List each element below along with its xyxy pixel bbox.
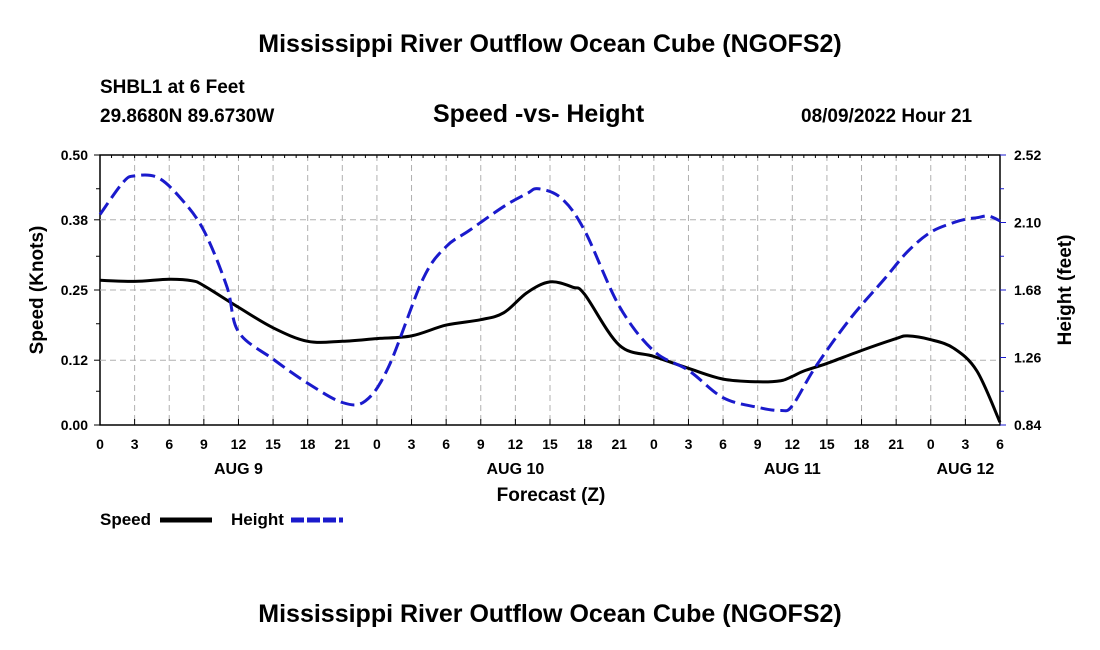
coords-label: 29.8680N 89.6730W xyxy=(100,106,275,127)
x-tick-label: 0 xyxy=(927,436,935,452)
x-tick-label: 9 xyxy=(754,436,762,452)
speed-height-chart: 0 3 6 9 12 15 18 21 0 3 6 9 12 15 18 21 0 3 6 9 12 15 18 21 0 3 60… xyxy=(27,147,1076,529)
x-tick-label: 18 xyxy=(854,436,870,452)
x-tick-label: 3 xyxy=(408,436,416,452)
x-tick-label: 15 xyxy=(265,436,281,452)
x-tick-label: 3 xyxy=(685,436,693,452)
footer-title: Mississippi River Outflow Ocean Cube (NG… xyxy=(258,600,842,628)
y-left-tick-label: 0.50 xyxy=(61,147,88,163)
x-tick-label: 3 xyxy=(961,436,969,452)
grid xyxy=(100,155,1000,425)
x-date-label: AUG 10 xyxy=(486,461,544,478)
series-lines xyxy=(98,173,1002,423)
x-tick-label: 21 xyxy=(611,436,627,452)
legend-speed-label: Speed xyxy=(100,510,151,529)
x-tick-label: 9 xyxy=(200,436,208,452)
speed-line xyxy=(99,277,1002,423)
y-axis-right-title: Height (feet) xyxy=(1055,235,1076,346)
y-right-tick-label: 2.52 xyxy=(1014,147,1041,163)
datetime-label: 08/09/2022 Hour 21 xyxy=(801,106,973,127)
x-axis-title: Forecast (Z) xyxy=(497,485,606,506)
y-right-tick-label: 0.84 xyxy=(1014,417,1041,433)
x-tick-label: 18 xyxy=(300,436,316,452)
x-date-label: AUG 11 xyxy=(764,461,821,478)
x-tick-label: 0 xyxy=(650,436,658,452)
y-right-tick-label: 1.68 xyxy=(1014,282,1041,298)
x-tick-label: 21 xyxy=(335,436,351,452)
x-date-label: AUG 12 xyxy=(936,461,994,478)
x-tick-label: 12 xyxy=(508,436,524,452)
axis-ticks: 0 3 6 9 12 15 18 21 0 3 6 9 12 15 18 21 0 3 6 9 12 15 18 21 0 3 60… xyxy=(61,147,1042,478)
y-left-tick-label: 0.12 xyxy=(61,352,88,368)
x-tick-label: 6 xyxy=(719,436,727,452)
chart-subtitle: Speed -vs- Height xyxy=(433,100,645,128)
y-axis-left-title: Speed (Knots) xyxy=(27,226,48,355)
x-tick-label: 6 xyxy=(165,436,173,452)
y-left-tick-label: 0.38 xyxy=(61,212,88,228)
x-tick-label: 9 xyxy=(477,436,485,452)
x-tick-label: 6 xyxy=(996,436,1004,452)
x-tick-label: 0 xyxy=(373,436,381,452)
station-label: SHBL1 at 6 Feet xyxy=(100,77,245,98)
x-tick-label: 21 xyxy=(888,436,904,452)
x-tick-label: 12 xyxy=(231,436,247,452)
height-line xyxy=(98,173,1001,413)
y-right-tick-label: 1.26 xyxy=(1014,350,1041,366)
x-tick-label: 3 xyxy=(131,436,139,452)
x-tick-label: 12 xyxy=(785,436,801,452)
x-tick-label: 18 xyxy=(577,436,593,452)
x-tick-label: 0 xyxy=(96,436,104,452)
y-right-tick-label: 2.10 xyxy=(1014,215,1041,231)
y-left-tick-label: 0.25 xyxy=(61,282,88,298)
legend-height-label: Height xyxy=(231,510,284,529)
x-date-label: AUG 9 xyxy=(214,461,263,478)
chart-title: Mississippi River Outflow Ocean Cube (NG… xyxy=(258,30,842,58)
x-tick-label: 15 xyxy=(542,436,558,452)
x-tick-label: 6 xyxy=(442,436,450,452)
x-tick-label: 15 xyxy=(819,436,835,452)
y-left-tick-label: 0.00 xyxy=(61,417,88,433)
